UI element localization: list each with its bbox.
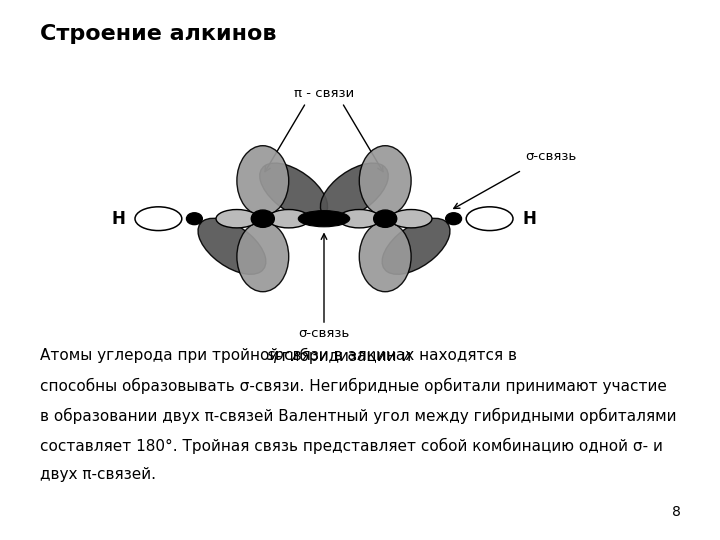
Ellipse shape xyxy=(216,210,258,228)
Circle shape xyxy=(374,210,397,227)
Circle shape xyxy=(186,213,202,225)
Ellipse shape xyxy=(359,221,411,292)
Ellipse shape xyxy=(467,207,513,231)
Text: σ-связь: σ-связь xyxy=(298,327,350,340)
Text: Атомы углерода при тройной связи в алкинах находятся в: Атомы углерода при тройной связи в алкин… xyxy=(40,348,521,363)
Ellipse shape xyxy=(260,163,328,219)
Text: Строение алкинов: Строение алкинов xyxy=(40,24,276,44)
Text: -гибридизации и: -гибридизации и xyxy=(276,348,412,364)
Text: π - связи: π - связи xyxy=(294,87,354,100)
Text: составляет 180°. Тройная связь представляет собой комбинацию одной σ- и: составляет 180°. Тройная связь представл… xyxy=(40,437,662,454)
Ellipse shape xyxy=(338,210,380,228)
Text: H: H xyxy=(523,210,536,228)
Text: в образовании двух π-связей Валентный угол между гибридными орбиталями: в образовании двух π-связей Валентный уг… xyxy=(40,408,676,424)
Ellipse shape xyxy=(135,207,181,231)
Ellipse shape xyxy=(298,211,350,227)
Ellipse shape xyxy=(237,221,289,292)
Text: двух π-связей.: двух π-связей. xyxy=(40,467,156,482)
Circle shape xyxy=(251,210,274,227)
Ellipse shape xyxy=(382,218,450,274)
Ellipse shape xyxy=(320,163,388,219)
Ellipse shape xyxy=(198,218,266,274)
Ellipse shape xyxy=(359,146,411,216)
Text: способны образовывать σ-связи. Негибридные орбитали принимают участие: способны образовывать σ-связи. Негибридн… xyxy=(40,378,667,394)
Circle shape xyxy=(446,213,462,225)
Text: σ-связь: σ-связь xyxy=(526,150,577,163)
Text: 8: 8 xyxy=(672,505,680,519)
Text: sp: sp xyxy=(267,348,285,363)
Text: H: H xyxy=(112,210,125,228)
Ellipse shape xyxy=(268,210,310,228)
Ellipse shape xyxy=(390,210,432,228)
Ellipse shape xyxy=(237,146,289,216)
